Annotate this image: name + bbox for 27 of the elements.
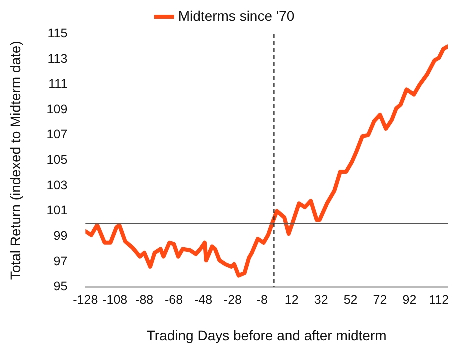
x-tick-label: 72 bbox=[373, 293, 388, 308]
y-tick-label: 115 bbox=[48, 26, 68, 40]
x-tick-label: -108 bbox=[102, 293, 128, 308]
y-tick-label: 111 bbox=[48, 77, 68, 92]
x-tick-label: -88 bbox=[136, 293, 154, 308]
legend-label: Midterms since '70 bbox=[178, 8, 295, 24]
y-tick-label: 105 bbox=[46, 153, 68, 168]
x-tick-label: -8 bbox=[256, 293, 268, 308]
y-tick-label: 97 bbox=[54, 254, 68, 268]
y-tick-label: 95 bbox=[54, 280, 68, 294]
y-tick-label: 109 bbox=[46, 102, 68, 116]
x-tick-label: -68 bbox=[164, 293, 184, 308]
x-tick-label: 92 bbox=[402, 293, 417, 308]
x-tick-label: 12 bbox=[284, 293, 299, 308]
y-axis-title: Total Return (indexed to Midterm date) bbox=[7, 41, 24, 280]
y-tick-label: 99 bbox=[54, 229, 68, 244]
y-tick-label: 107 bbox=[46, 128, 68, 142]
y-tick-label: 101 bbox=[46, 204, 68, 218]
x-axis-title: Trading Days before and after midterm bbox=[146, 327, 387, 344]
x-tick-label: -28 bbox=[224, 293, 242, 308]
y-tick-label: 113 bbox=[48, 52, 68, 66]
x-tick-label: 52 bbox=[344, 293, 358, 308]
x-tick-label: 112 bbox=[429, 293, 450, 308]
y-tick-label: 103 bbox=[46, 178, 68, 192]
x-tick-label: -48 bbox=[194, 293, 213, 308]
x-tick-label: -128 bbox=[73, 293, 98, 308]
x-tick-label: 32 bbox=[314, 293, 328, 308]
